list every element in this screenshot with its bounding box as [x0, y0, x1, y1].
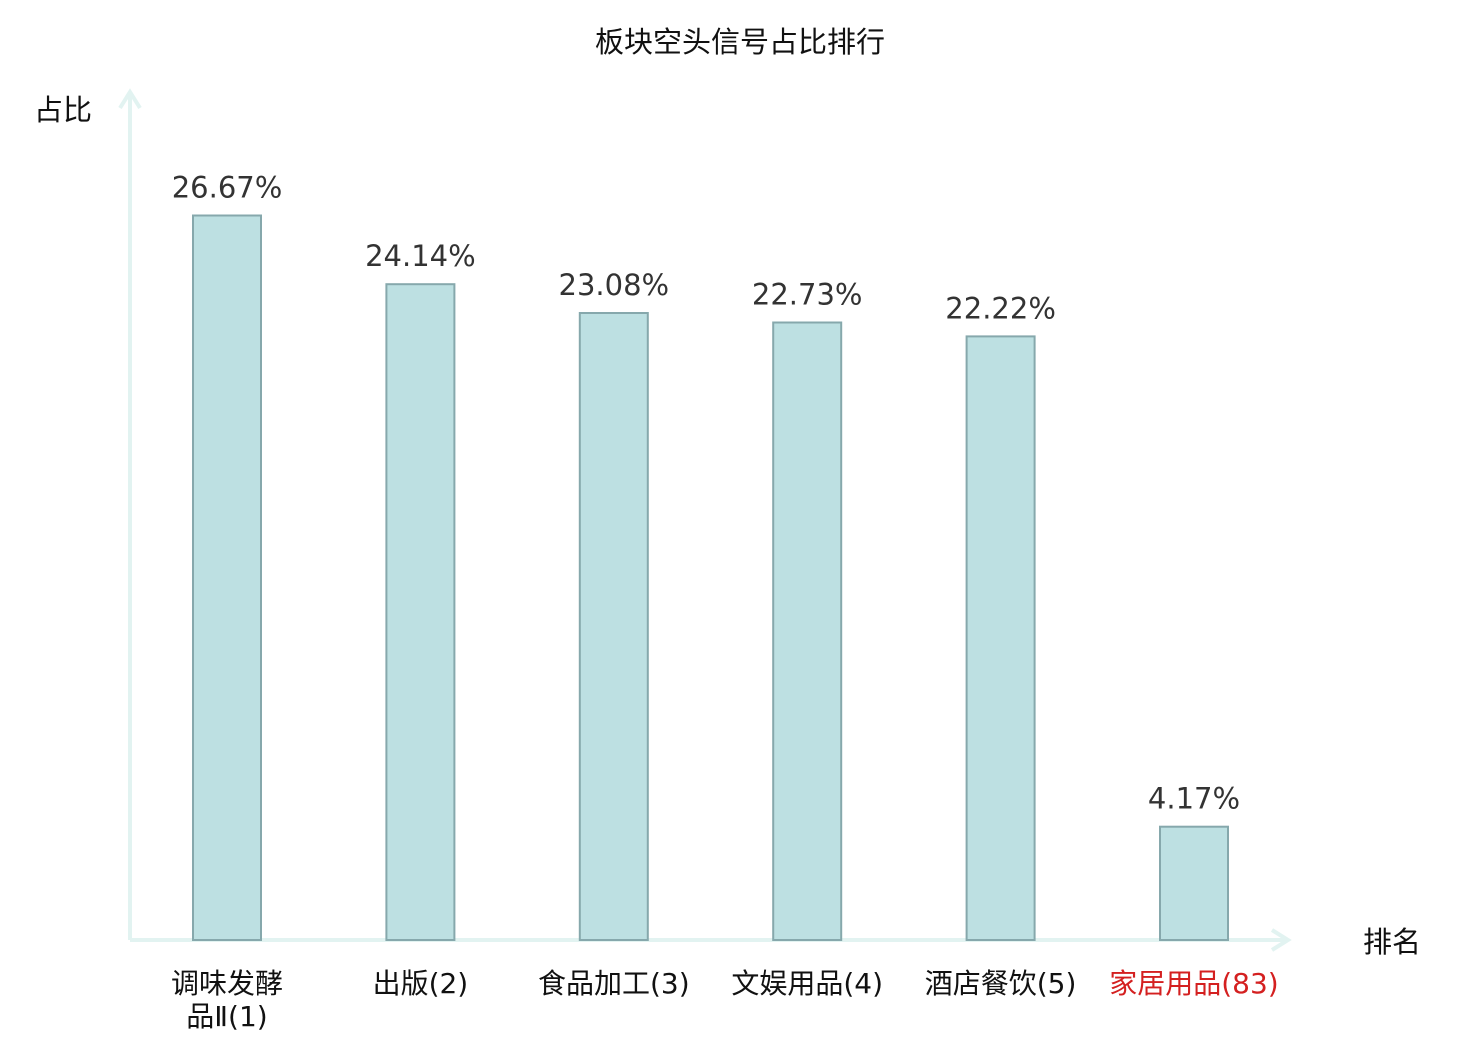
category-label: 文娱用品(4) [731, 967, 883, 1000]
bar-value-label: 4.17% [1148, 782, 1240, 816]
category-label-line: 出版(2) [373, 967, 469, 1000]
bar-value-label: 22.73% [752, 278, 863, 312]
category-label: 酒店餐饮(5) [925, 967, 1077, 1000]
value-labels-group: 26.67% 24.14% 23.08% 22.73% 22.22% 4.17% [172, 171, 1240, 816]
category-label: 食品加工(3) [538, 967, 690, 1000]
category-label-line: 品Ⅱ(1) [186, 1000, 267, 1033]
bars-group [192, 214, 1229, 942]
x-axis-label: 排名 [1363, 925, 1421, 959]
category-label-line: 调味发酵 [171, 967, 283, 1000]
x-axis-arrow [1270, 928, 1292, 952]
bar [772, 321, 843, 941]
chart-title: 板块空头信号占比排行 [595, 25, 885, 59]
bar [578, 312, 649, 941]
bar [385, 283, 456, 941]
category-label-line: 文娱用品(4) [731, 967, 883, 1000]
category-label-line: 家居用品(83) [1109, 967, 1278, 1000]
category-label: 调味发酵品Ⅱ(1) [171, 967, 283, 1033]
category-label-highlighted: 家居用品(83) [1109, 967, 1278, 1000]
bar-value-label: 22.22% [945, 291, 1056, 325]
bar-value-label: 24.14% [365, 239, 476, 273]
category-label-line: 食品加工(3) [538, 967, 690, 1000]
category-label: 出版(2) [373, 967, 469, 1000]
bar [1159, 825, 1229, 942]
bar-value-label: 26.67% [172, 171, 283, 205]
y-axis-arrow [118, 88, 142, 110]
category-labels-group: 调味发酵品Ⅱ(1) 出版(2) 食品加工(3) 文娱用品(4) 酒店餐饮(5) 家居用品(… [171, 967, 1279, 1033]
y-axis-label: 占比 [34, 93, 92, 127]
bar [192, 214, 262, 941]
category-label-line: 酒店餐饮(5) [925, 967, 1077, 1000]
axes [118, 88, 1292, 952]
bar [965, 335, 1036, 941]
bar-value-label: 23.08% [559, 268, 670, 302]
